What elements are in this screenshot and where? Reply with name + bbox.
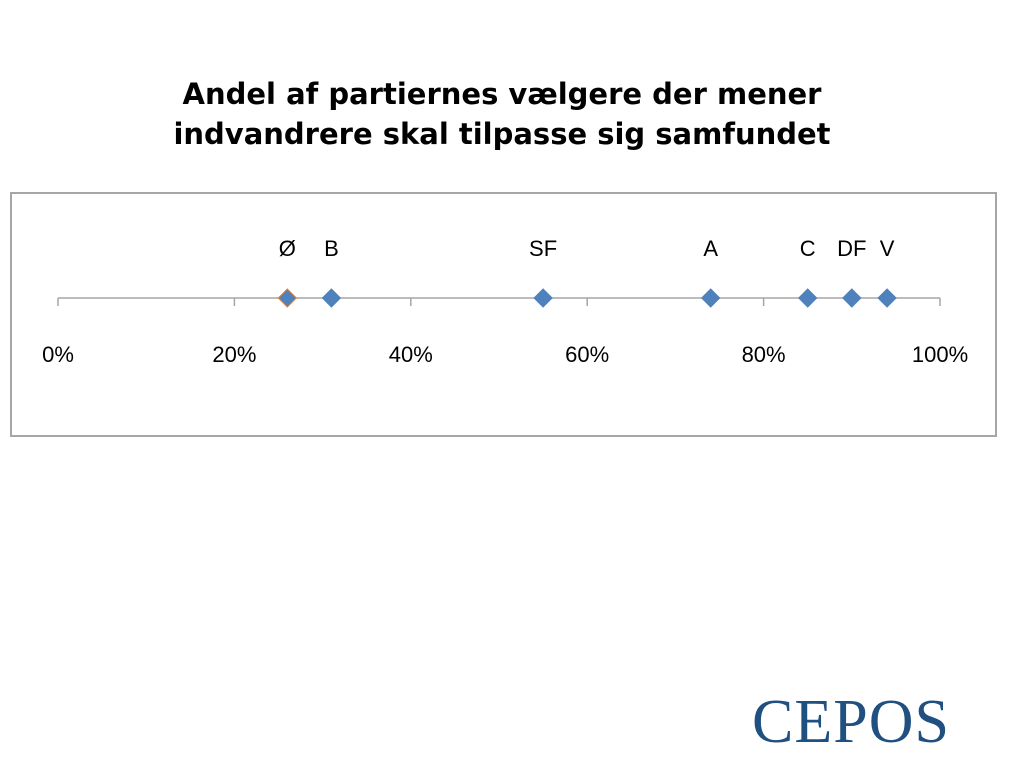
axis-layer: [57, 297, 941, 306]
point-label: Ø: [279, 236, 296, 261]
cepos-logo: CEPOS: [752, 688, 950, 756]
data-point: B: [321, 236, 342, 308]
point-marker: [533, 288, 553, 308]
slide-title-line-2: indvandrere skal tilpasse sig samfundet: [173, 117, 831, 151]
x-tick-label: 20%: [212, 342, 256, 367]
data-point: SF: [529, 236, 557, 308]
x-tick-label: 0%: [42, 342, 74, 367]
point-label: DF: [837, 236, 866, 261]
point-label: C: [800, 236, 816, 261]
slide-title: Andel af partiernes vælgere der mener in…: [62, 74, 942, 154]
point-marker: [877, 288, 897, 308]
point-label: A: [703, 236, 718, 261]
point-label: B: [324, 236, 339, 261]
point-marker: [321, 288, 342, 308]
chart-frame: 0% 20% 40% 60% 80% 100% Ø B SF A C DF V: [10, 192, 997, 437]
point-label: V: [880, 236, 895, 261]
point-marker: [277, 288, 298, 308]
point-marker: [842, 288, 862, 308]
data-point: A: [700, 236, 721, 308]
point-marker: [797, 288, 818, 308]
point-layer: Ø B SF A C DF V: [277, 236, 897, 308]
x-tick-label: 80%: [742, 342, 786, 367]
x-tick-label: 100%: [912, 342, 968, 367]
data-point: DF: [837, 236, 866, 308]
point-marker: [700, 288, 721, 308]
data-point: V: [877, 236, 897, 308]
tick-label-layer: 0% 20% 40% 60% 80% 100%: [42, 342, 968, 367]
slide-title-line-1: Andel af partiernes vælgere der mener: [182, 77, 822, 111]
x-tick-label: 60%: [565, 342, 609, 367]
party-position-chart: 0% 20% 40% 60% 80% 100% Ø B SF A C DF V: [42, 236, 968, 367]
data-point: C: [797, 236, 818, 308]
data-point: Ø: [277, 236, 298, 308]
x-tick-label: 40%: [389, 342, 433, 367]
point-label: SF: [529, 236, 557, 261]
